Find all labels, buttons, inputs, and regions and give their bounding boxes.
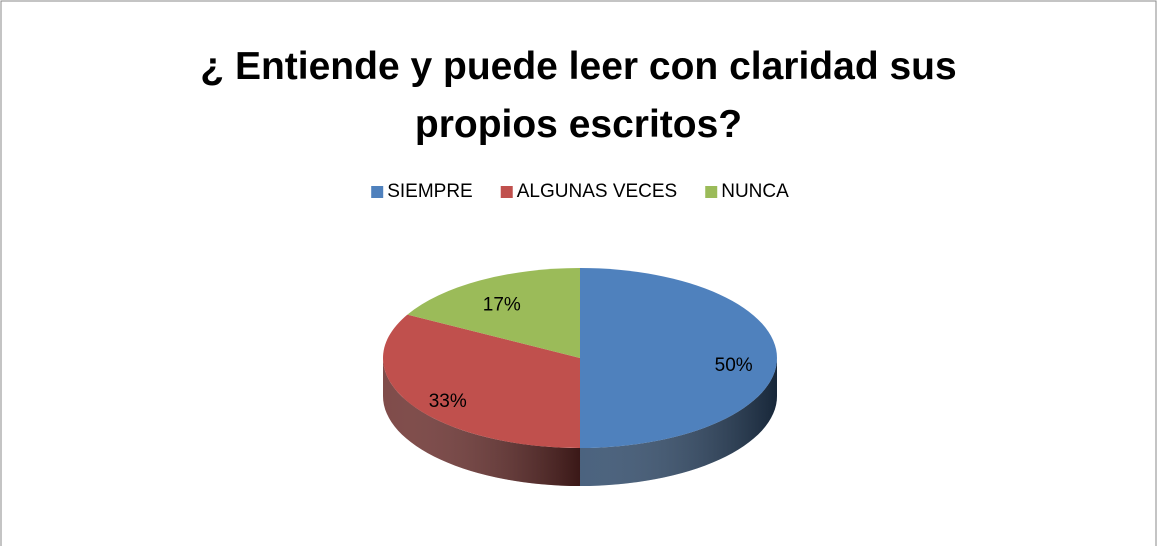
slice — [580, 268, 777, 448]
slice-side-shade — [383, 358, 580, 486]
data-label: 33% — [429, 391, 467, 412]
legend-label: NUNCA — [721, 181, 789, 202]
legend-swatch — [371, 186, 384, 198]
slice — [382, 314, 580, 448]
data-label: 17% — [483, 295, 521, 316]
pie-sides — [383, 358, 777, 486]
data-label: 50% — [715, 355, 753, 376]
legend-swatch — [500, 186, 513, 198]
slice-side-shade — [580, 358, 777, 486]
legend-label: SIEMPRE — [387, 181, 473, 202]
chart-title: ¿ Entiende y puede leer con claridad sus… — [200, 45, 957, 146]
slice — [407, 268, 580, 358]
legend-swatch — [705, 186, 718, 198]
legend-label: ALGUNAS VECES — [517, 181, 678, 202]
